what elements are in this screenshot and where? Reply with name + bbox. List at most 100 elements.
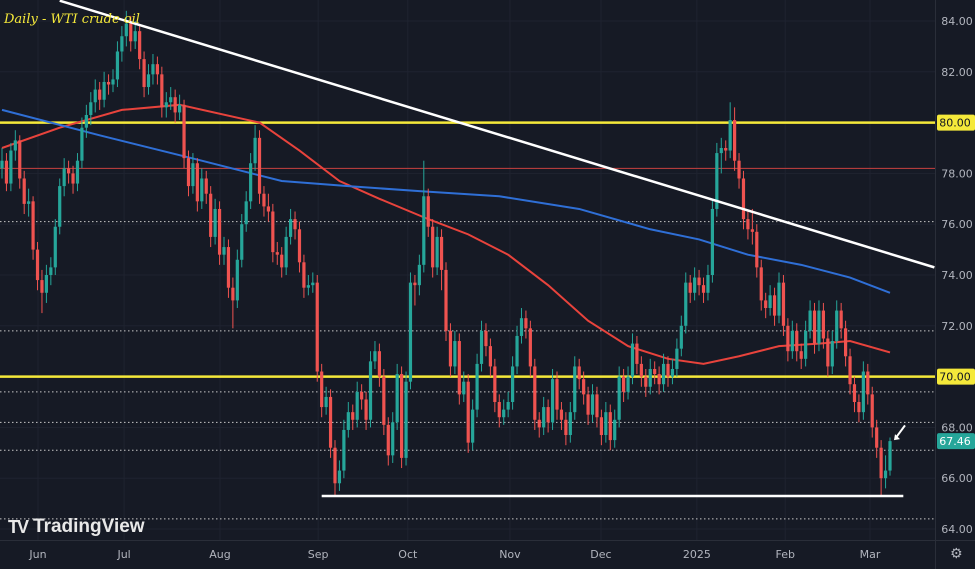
candle [737, 153, 741, 189]
candle [4, 153, 9, 192]
candle-body [799, 351, 803, 359]
candle [852, 376, 857, 413]
candle-body [764, 300, 768, 309]
candle [799, 343, 803, 369]
candle [555, 371, 559, 420]
level-price-label: 80.00 [939, 117, 971, 130]
candle [821, 302, 825, 349]
candle [191, 153, 195, 194]
candle [27, 188, 31, 217]
candle-body [648, 368, 652, 387]
candle-body [759, 267, 763, 301]
candle-body [342, 429, 346, 471]
candle [661, 353, 666, 392]
candle [351, 404, 355, 430]
candle [426, 188, 430, 237]
candle-body [182, 104, 186, 159]
candle [284, 226, 288, 275]
candle-body [866, 371, 870, 395]
candle [502, 399, 506, 425]
candle-body [18, 140, 22, 179]
candle-body [533, 366, 537, 420]
candle [435, 226, 439, 275]
candle [382, 368, 386, 436]
candle-body [493, 366, 497, 402]
candle [719, 137, 723, 174]
candle-body [542, 407, 546, 428]
candle [22, 170, 26, 215]
candle [182, 99, 186, 169]
candle-body [852, 384, 857, 402]
time-tick-label: 2025 [683, 548, 711, 561]
candle [266, 193, 270, 222]
price-tick-label: 76.00 [941, 218, 973, 231]
candle [706, 264, 710, 301]
candle-body [462, 381, 466, 395]
time-tick-label: Nov [499, 548, 521, 561]
candle [653, 361, 657, 385]
candle-body [49, 267, 53, 275]
candle-body [373, 351, 377, 362]
candle [324, 386, 328, 415]
candle-body [98, 89, 102, 100]
candle [431, 219, 435, 278]
candle-body [320, 371, 324, 408]
candle [844, 320, 848, 367]
level-price-label: 70.00 [939, 371, 971, 384]
candle [138, 26, 142, 70]
candle-body [684, 282, 688, 326]
candle [817, 300, 821, 352]
candle-body [124, 23, 128, 37]
candle-body [4, 160, 9, 184]
gear-icon[interactable]: ⚙ [950, 546, 963, 562]
candle-body [701, 285, 706, 293]
time-tick-label: Jul [116, 548, 130, 561]
candle-body [502, 409, 506, 418]
candle [870, 386, 874, 438]
candle-body [537, 419, 541, 428]
chart-title: Daily - WTI crude oil [4, 12, 140, 27]
candle [657, 366, 661, 395]
candle [337, 460, 342, 491]
price-tick-label: 68.00 [941, 421, 973, 434]
candle-body [524, 318, 528, 329]
candle-body [746, 219, 750, 230]
candle-body [586, 394, 590, 415]
candle [89, 92, 93, 126]
candle-body [604, 412, 608, 436]
candle [688, 275, 692, 303]
candle-body [839, 310, 843, 329]
candle [710, 198, 714, 283]
candle [559, 402, 564, 430]
candle-body [22, 178, 26, 204]
candle-body [395, 374, 399, 423]
candle [71, 165, 75, 194]
candle-body [564, 419, 568, 436]
candle-body [812, 310, 817, 344]
candle-body [13, 140, 17, 151]
candle [479, 320, 484, 372]
candle-body [750, 229, 754, 232]
candle-body [266, 206, 270, 212]
candle [471, 399, 475, 451]
candle [173, 89, 177, 123]
candle-body [58, 186, 62, 227]
candle [746, 211, 750, 240]
candle-body [217, 208, 222, 255]
candle-body [595, 394, 599, 418]
candle-body [710, 208, 714, 275]
candle [151, 54, 155, 85]
candle [866, 363, 870, 405]
candle [519, 308, 524, 344]
candle-body [670, 368, 675, 377]
candle-body [772, 295, 777, 316]
candle [155, 56, 159, 85]
candle [608, 404, 612, 451]
candle-body [284, 236, 288, 268]
candle-body [506, 402, 510, 410]
candle [750, 208, 754, 245]
candle [368, 351, 373, 428]
candle [280, 247, 284, 278]
candle-body [546, 407, 550, 423]
